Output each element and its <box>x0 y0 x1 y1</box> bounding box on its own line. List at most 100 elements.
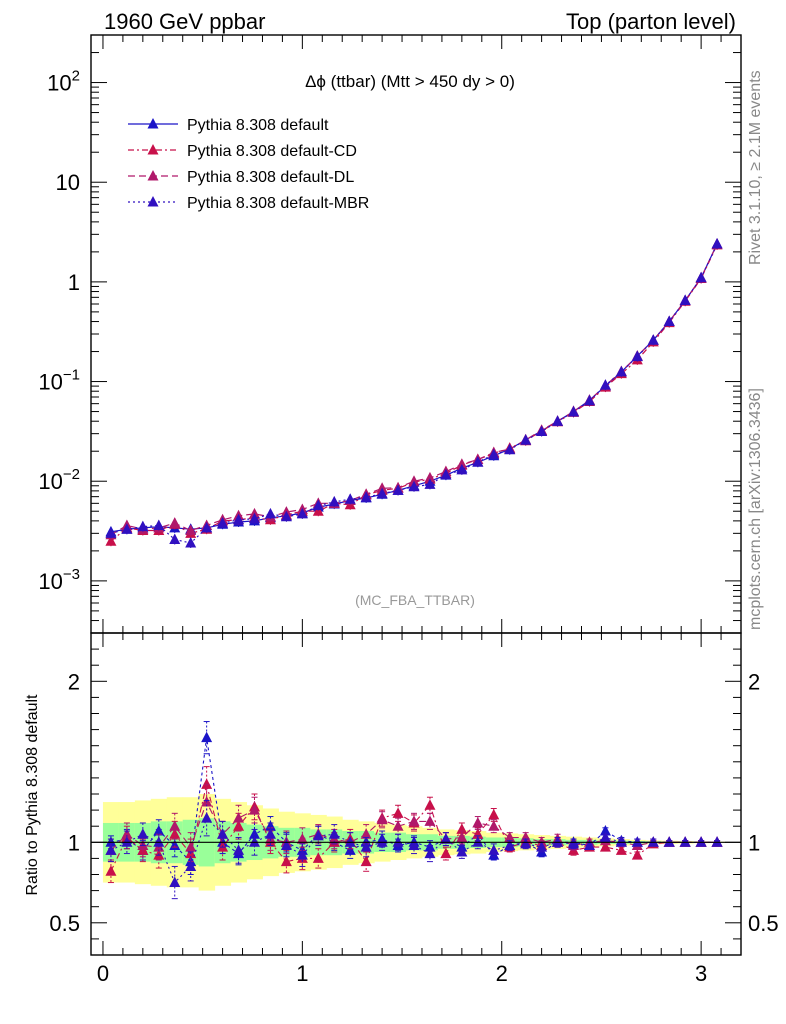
ratio-point <box>312 852 324 863</box>
mcplots-label: mcplots.cern.ch [arXiv:1306.3436] <box>747 388 764 630</box>
ratio-point <box>488 820 500 831</box>
ratio-point <box>456 831 468 842</box>
ratio-point <box>392 807 404 818</box>
series-point <box>217 517 229 528</box>
ratio-point <box>424 847 436 859</box>
series-point <box>296 507 308 519</box>
y-tick-label: 1 <box>68 270 80 295</box>
series-point <box>105 535 117 546</box>
ratio-point <box>679 836 691 847</box>
rivet-version-label: Rivet 3.1.10, ≥ 2.1M events <box>747 70 764 265</box>
series-point <box>248 512 260 524</box>
ratio-point <box>536 841 548 852</box>
ratio-point <box>328 828 340 839</box>
series-point <box>647 334 659 345</box>
ratio-point <box>392 820 404 831</box>
ratio-tick-label-right: 0.5 <box>748 911 779 936</box>
ratio-line-1 <box>110 784 718 872</box>
ratio-point <box>169 820 181 831</box>
ratio-frame <box>90 632 742 956</box>
ratio-tick-label-right: 1 <box>748 830 760 855</box>
series-point <box>360 491 372 502</box>
series-point <box>201 521 213 533</box>
y-tick-label: 10−2 <box>38 466 80 494</box>
series-line-1 <box>110 244 718 542</box>
series-point <box>169 533 181 545</box>
series-point <box>472 455 484 467</box>
series-point <box>137 520 149 532</box>
series-point <box>376 482 388 493</box>
ratio-point <box>520 837 532 849</box>
y-tick-label: 10−3 <box>38 566 80 594</box>
ratio-point <box>615 836 627 847</box>
ratio-point <box>424 815 436 826</box>
series-point <box>631 350 643 362</box>
ratio-point <box>631 849 643 860</box>
ratio-point <box>424 799 436 810</box>
ratio-point <box>711 836 723 847</box>
x-tick-label: 1 <box>296 961 308 986</box>
axes-group: 0 1 2 3 10−3 10−2 10−1 1 10 102 0.5 0.5 1 1 2 2 <box>38 34 779 986</box>
y-tick-label: 10−1 <box>38 367 80 395</box>
ratio-point <box>376 813 388 825</box>
ratio-point <box>472 836 484 847</box>
ratio-point <box>615 844 627 855</box>
series-point <box>376 487 388 499</box>
series-point <box>488 448 500 460</box>
series-point <box>408 480 420 492</box>
ratio-point <box>647 836 659 847</box>
plot-title: Δϕ (ttbar) (Mtt > 450 dy > 0) <box>305 72 515 91</box>
series-point <box>615 365 627 377</box>
ratio-point <box>233 812 245 823</box>
ratio-tick-label-left: 1 <box>68 830 80 855</box>
series-point <box>105 527 117 538</box>
ratio-point <box>568 837 580 849</box>
series-line-3 <box>110 243 718 544</box>
ratio-point <box>504 839 516 851</box>
series-point <box>392 484 404 495</box>
ratio-point <box>185 841 197 852</box>
legend: Pythia 8.308 default Pythia 8.308 default… <box>128 117 369 212</box>
ratio-point <box>440 833 452 844</box>
series-point <box>312 499 324 511</box>
series-point <box>583 394 595 406</box>
ratio-point <box>472 816 484 828</box>
ratio-point <box>153 836 165 847</box>
ratio-point <box>488 844 500 855</box>
ratio-point <box>233 844 245 855</box>
ratio-point <box>599 831 611 842</box>
x-tick-label: 3 <box>695 961 707 986</box>
legend-label-3: Pythia 8.308 default-MBR <box>187 195 369 212</box>
series-point <box>169 517 181 528</box>
series-point <box>153 519 165 530</box>
ratio-point <box>169 876 181 888</box>
series-point <box>121 523 133 534</box>
ratio-point <box>296 849 308 860</box>
ratio-point <box>217 828 229 839</box>
ratio-point <box>488 808 500 820</box>
series-point <box>504 443 516 455</box>
x-tick-label: 0 <box>97 961 109 986</box>
legend-label-2: Pythia 8.308 default-DL <box>187 169 354 186</box>
legend-marker-2 <box>147 170 159 181</box>
ratio-point <box>360 828 372 839</box>
series-point <box>663 315 675 327</box>
ratio-point <box>360 841 372 852</box>
ratio-point <box>599 825 611 836</box>
ratio-tick-label-right: 2 <box>748 669 760 694</box>
series-point <box>520 434 532 445</box>
ratio-point <box>248 804 260 815</box>
series-point <box>679 294 691 306</box>
ratio-point <box>695 836 707 847</box>
series-point <box>456 463 468 475</box>
ratio-point <box>280 855 292 867</box>
ratio-point <box>201 731 213 743</box>
ratio-series-group <box>105 721 723 900</box>
ratio-point <box>185 860 197 871</box>
ratio-point <box>663 836 675 847</box>
y-tick-label: 102 <box>47 68 80 96</box>
series-point <box>568 405 580 417</box>
ratio-point <box>631 836 643 847</box>
series-point <box>408 475 420 486</box>
